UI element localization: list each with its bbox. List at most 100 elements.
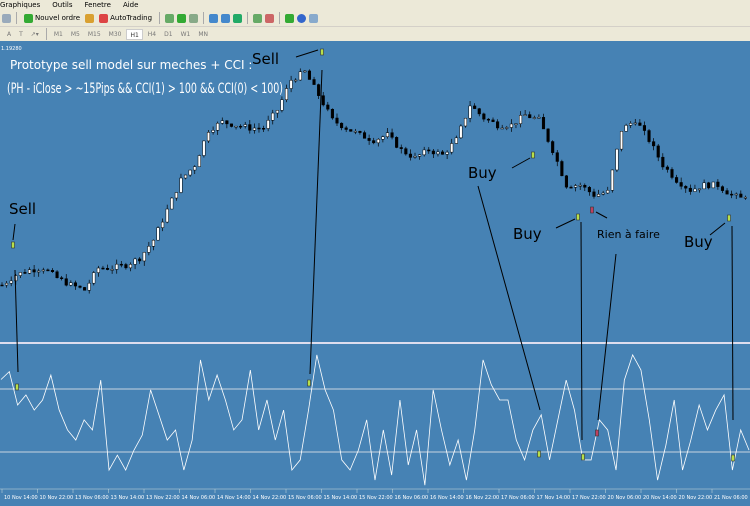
candle: [486, 118, 490, 123]
indicators-icon[interactable]: [285, 13, 295, 23]
auto-scroll-icon[interactable]: [253, 13, 263, 23]
candle: [83, 286, 87, 291]
tf-h1[interactable]: H1: [126, 28, 143, 40]
candle: [335, 113, 339, 127]
candle: [362, 130, 367, 139]
candle: [427, 147, 431, 154]
candle: [9, 276, 13, 287]
candle: [619, 131, 624, 152]
chart-window[interactable]: 1.19280 10 Nov 14:00 10 Nov 22:00 13 Nov 0…: [0, 41, 750, 506]
candle: [307, 69, 312, 80]
candles: [0, 68, 747, 294]
candle: [202, 140, 206, 158]
candle: [500, 124, 504, 130]
chart-shift-icon[interactable]: [265, 13, 275, 23]
menu-aide[interactable]: Aide: [122, 1, 139, 9]
candle: [174, 192, 178, 201]
signal-marker: [581, 453, 585, 461]
signal-marker: [531, 151, 535, 159]
arrow-line: [597, 253, 617, 421]
tf-d1[interactable]: D1: [164, 30, 173, 38]
text-tool[interactable]: A: [7, 30, 12, 38]
autotrading-icon: [99, 13, 109, 23]
line-chart-icon[interactable]: [189, 13, 199, 23]
tile-windows-icon[interactable]: [233, 13, 243, 23]
periods-icon[interactable]: [297, 13, 307, 23]
arrow-line: [595, 211, 608, 219]
candle: [665, 165, 669, 173]
candle: [5, 280, 9, 288]
candlestick-icon[interactable]: [177, 13, 187, 23]
sell-label-2: Sell: [252, 50, 279, 68]
candle: [422, 146, 426, 157]
menu-graphiques[interactable]: Graphiques: [0, 1, 41, 9]
arrow-line: [477, 185, 541, 411]
candle: [624, 123, 628, 132]
time-axis: 10 Nov 14:00 10 Nov 22:00 13 Nov 06:00 13 N…: [1, 489, 748, 501]
candle: [711, 181, 715, 189]
signal-marker: [11, 241, 15, 249]
menu-outils[interactable]: Outils: [52, 1, 73, 9]
candle: [110, 265, 114, 274]
candle: [87, 279, 91, 294]
time-tick-label: 17 Nov 22:00: [572, 495, 606, 501]
candle: [587, 186, 591, 196]
candle: [179, 173, 183, 194]
candle: [647, 129, 651, 144]
metaeditor-icon[interactable]: [85, 13, 95, 23]
time-tick-label: 21 Nov 06:00: [714, 495, 748, 501]
signal-marker: [731, 454, 735, 462]
tf-h4[interactable]: H4: [147, 30, 157, 38]
arrow-line: [555, 218, 576, 229]
arrow-line: [709, 222, 726, 236]
candle: [661, 153, 665, 170]
arrows-tool-icon[interactable]: ↗▾: [30, 30, 39, 38]
autotrading-button[interactable]: AutoTrading: [97, 11, 154, 25]
candle: [211, 126, 215, 135]
candle: [197, 154, 201, 167]
candle: [509, 119, 513, 132]
tf-mn[interactable]: MN: [198, 30, 208, 38]
candle: [46, 268, 50, 272]
candle: [656, 143, 660, 162]
time-tick-label: 15 Nov 06:00: [288, 495, 322, 501]
new-order-button[interactable]: Nouvel ordre: [22, 11, 82, 25]
profiles-icon[interactable]: [2, 13, 11, 23]
candle: [321, 91, 325, 107]
candle: [633, 118, 637, 126]
candle: [440, 149, 445, 155]
candle: [78, 285, 82, 289]
candle: [574, 183, 578, 192]
menu-fenetre[interactable]: Fenetre: [84, 1, 111, 9]
candle: [583, 183, 587, 192]
sell-label-1: Sell: [9, 200, 36, 218]
time-tick-label: 13 Nov 14:00: [111, 495, 145, 501]
candle: [367, 134, 371, 145]
candle: [615, 148, 619, 172]
tf-w1[interactable]: W1: [180, 30, 191, 38]
candle: [37, 268, 41, 277]
arrow-line: [14, 269, 19, 373]
arrow-line: [309, 69, 323, 375]
candle: [404, 146, 408, 156]
time-tick-label: 13 Nov 06:00: [75, 495, 109, 501]
candle: [707, 181, 711, 190]
annotation-title: Prototype sell model sur meches + CCI :: [10, 58, 252, 72]
zoom-out-icon[interactable]: [221, 13, 231, 23]
text-label-tool[interactable]: T: [19, 30, 23, 38]
candle: [151, 239, 155, 251]
tf-m15[interactable]: M15: [87, 30, 101, 38]
candle: [376, 138, 380, 147]
bar-chart-icon[interactable]: [165, 13, 175, 23]
time-tick-label: 16 Nov 14:00: [430, 495, 464, 501]
arrow-line: [580, 221, 583, 441]
tf-m5[interactable]: M5: [70, 30, 80, 38]
templates-icon[interactable]: [309, 13, 319, 23]
signal-marker: [320, 48, 324, 56]
candle: [610, 169, 614, 193]
tf-m30[interactable]: M30: [108, 30, 122, 38]
tf-m1[interactable]: M1: [53, 30, 63, 38]
time-tick-label: 10 Nov 22:00: [40, 495, 74, 501]
zoom-in-icon[interactable]: [209, 13, 219, 23]
separator: [247, 12, 249, 24]
